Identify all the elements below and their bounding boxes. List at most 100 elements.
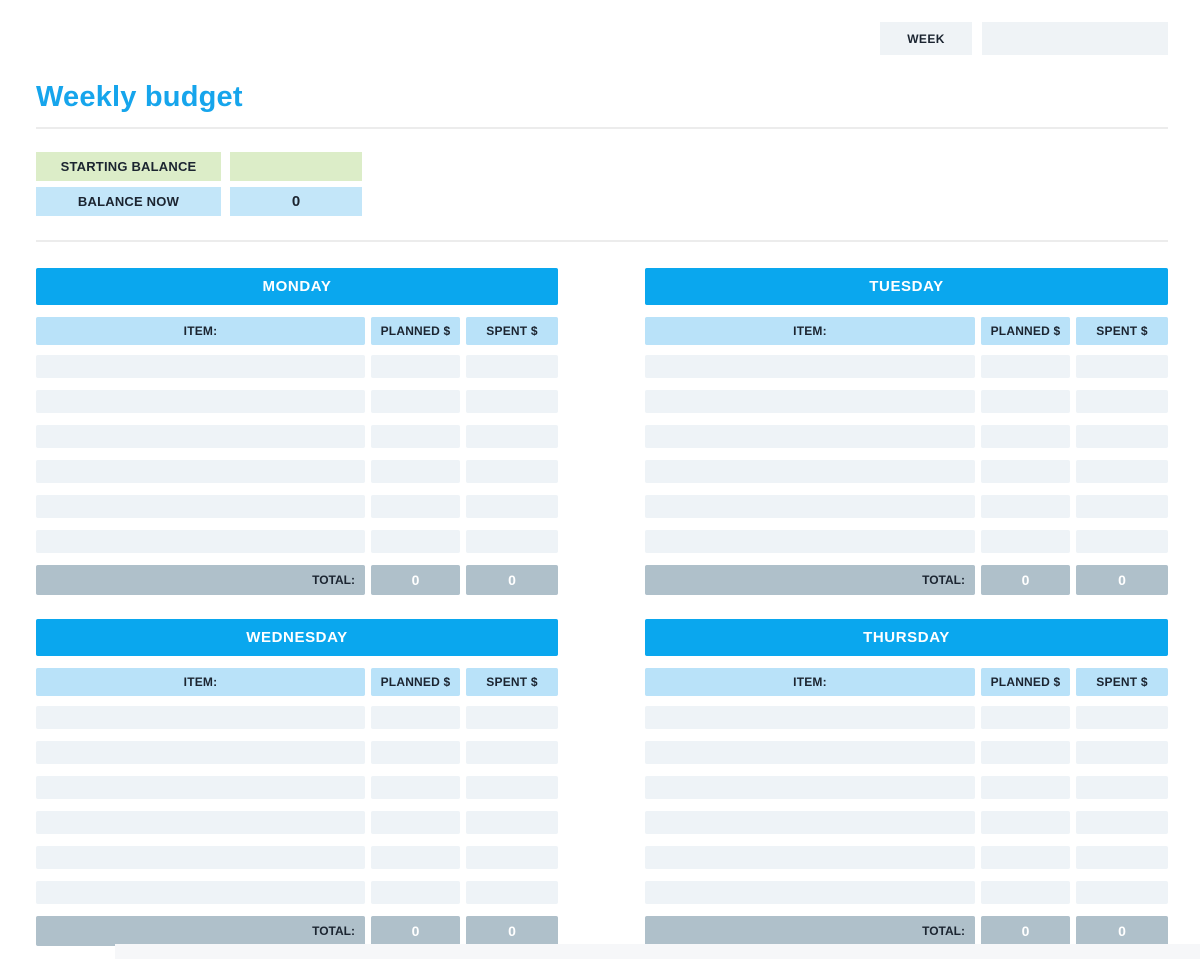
planned-cell[interactable]	[981, 706, 1070, 729]
item-cell[interactable]	[645, 741, 975, 764]
column-header-row: ITEM: PLANNED $ SPENT $	[645, 317, 1168, 345]
item-cell[interactable]	[645, 881, 975, 904]
item-cell[interactable]	[645, 425, 975, 448]
spent-cell[interactable]	[466, 776, 558, 799]
day-table-tuesday: TUESDAY ITEM: PLANNED $ SPENT $	[645, 268, 1168, 595]
item-cell[interactable]	[36, 706, 365, 729]
planned-cell[interactable]	[371, 776, 460, 799]
spent-cell[interactable]	[466, 846, 558, 869]
planned-cell[interactable]	[981, 846, 1070, 869]
spent-cell[interactable]	[466, 355, 558, 378]
spent-cell[interactable]	[1076, 776, 1168, 799]
planned-cell[interactable]	[371, 811, 460, 834]
spent-cell[interactable]	[466, 530, 558, 553]
item-cell[interactable]	[645, 355, 975, 378]
total-spent-cell[interactable]: 0	[1076, 916, 1168, 946]
planned-cell[interactable]	[981, 425, 1070, 448]
planned-cell[interactable]	[371, 881, 460, 904]
total-planned-cell[interactable]: 0	[981, 916, 1070, 946]
page-title: Weekly budget	[36, 81, 243, 113]
item-cell[interactable]	[645, 390, 975, 413]
planned-column-header: PLANNED $	[371, 668, 460, 696]
spent-cell[interactable]	[1076, 425, 1168, 448]
item-cell[interactable]	[36, 355, 365, 378]
item-cell[interactable]	[645, 706, 975, 729]
planned-cell[interactable]	[981, 355, 1070, 378]
item-cell[interactable]	[36, 776, 365, 799]
planned-cell[interactable]	[981, 811, 1070, 834]
total-planned-cell[interactable]: 0	[371, 565, 460, 595]
planned-cell[interactable]	[981, 460, 1070, 483]
total-label: TOTAL:	[36, 916, 365, 946]
planned-cell[interactable]	[981, 390, 1070, 413]
total-spent-cell[interactable]: 0	[466, 916, 558, 946]
page-bottom-strip	[115, 944, 1200, 959]
item-cell[interactable]	[645, 530, 975, 553]
planned-cell[interactable]	[371, 530, 460, 553]
item-cell[interactable]	[36, 530, 365, 553]
item-cell[interactable]	[36, 881, 365, 904]
item-cell[interactable]	[645, 460, 975, 483]
spent-cell[interactable]	[1076, 495, 1168, 518]
divider	[36, 127, 1168, 129]
spent-cell[interactable]	[1076, 881, 1168, 904]
item-cell[interactable]	[36, 460, 365, 483]
planned-column-header: PLANNED $	[371, 317, 460, 345]
week-input[interactable]	[982, 22, 1168, 55]
item-cell[interactable]	[645, 495, 975, 518]
spent-cell[interactable]	[1076, 846, 1168, 869]
item-cell[interactable]	[36, 390, 365, 413]
day-header: THURSDAY	[645, 619, 1168, 656]
spent-cell[interactable]	[466, 425, 558, 448]
spent-cell[interactable]	[466, 390, 558, 413]
spent-cell[interactable]	[466, 706, 558, 729]
spent-cell[interactable]	[466, 881, 558, 904]
item-cell[interactable]	[36, 741, 365, 764]
planned-cell[interactable]	[371, 355, 460, 378]
planned-cell[interactable]	[981, 495, 1070, 518]
spent-cell[interactable]	[1076, 355, 1168, 378]
starting-balance-input[interactable]	[230, 152, 362, 181]
spent-cell[interactable]	[1076, 811, 1168, 834]
planned-cell[interactable]	[371, 425, 460, 448]
spent-cell[interactable]	[466, 495, 558, 518]
planned-cell[interactable]	[981, 741, 1070, 764]
week-label: WEEK	[880, 22, 972, 55]
spent-cell[interactable]	[1076, 706, 1168, 729]
table-row	[36, 460, 558, 483]
total-planned-cell[interactable]: 0	[371, 916, 460, 946]
planned-cell[interactable]	[371, 846, 460, 869]
column-header-row: ITEM: PLANNED $ SPENT $	[645, 668, 1168, 696]
planned-cell[interactable]	[981, 881, 1070, 904]
item-cell[interactable]	[36, 846, 365, 869]
spent-cell[interactable]	[1076, 390, 1168, 413]
item-cell[interactable]	[645, 776, 975, 799]
item-cell[interactable]	[645, 846, 975, 869]
planned-column-header: PLANNED $	[981, 317, 1070, 345]
total-planned-cell[interactable]: 0	[981, 565, 1070, 595]
item-cell[interactable]	[645, 811, 975, 834]
total-spent-cell[interactable]: 0	[466, 565, 558, 595]
balance-now-value[interactable]: 0	[230, 187, 362, 216]
total-spent-cell[interactable]: 0	[1076, 565, 1168, 595]
planned-cell[interactable]	[981, 776, 1070, 799]
item-cell[interactable]	[36, 425, 365, 448]
spent-cell[interactable]	[466, 741, 558, 764]
planned-cell[interactable]	[371, 495, 460, 518]
spent-column-header: SPENT $	[1076, 668, 1168, 696]
item-cell[interactable]	[36, 495, 365, 518]
spent-cell[interactable]	[466, 811, 558, 834]
spent-cell[interactable]	[1076, 530, 1168, 553]
planned-cell[interactable]	[371, 390, 460, 413]
planned-cell[interactable]	[981, 530, 1070, 553]
spent-cell[interactable]	[1076, 460, 1168, 483]
table-row	[645, 495, 1168, 518]
planned-cell[interactable]	[371, 741, 460, 764]
table-row	[36, 846, 558, 869]
spent-cell[interactable]	[1076, 741, 1168, 764]
table-row	[645, 425, 1168, 448]
spent-cell[interactable]	[466, 460, 558, 483]
planned-cell[interactable]	[371, 460, 460, 483]
planned-cell[interactable]	[371, 706, 460, 729]
item-cell[interactable]	[36, 811, 365, 834]
